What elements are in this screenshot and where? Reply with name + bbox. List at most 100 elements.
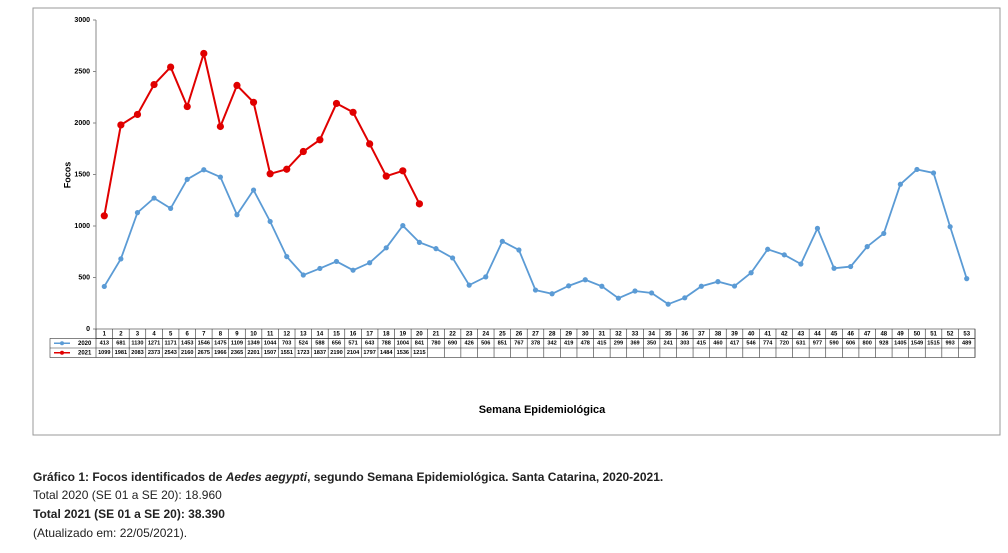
x-tick-label: 39 — [731, 331, 738, 337]
table-value: 774 — [763, 341, 773, 347]
table-value: 928 — [879, 341, 888, 347]
x-tick-label: 13 — [300, 331, 307, 337]
x-axis-label: Semana Epidemiológica — [479, 404, 606, 416]
x-tick-label: 22 — [449, 331, 456, 337]
table-value: 977 — [813, 341, 822, 347]
point — [151, 195, 157, 201]
point — [930, 170, 937, 176]
point — [183, 102, 191, 111]
legend-label: 2021 — [78, 350, 92, 356]
table-value: 1004 — [397, 341, 410, 347]
x-tick-label: 4 — [152, 331, 156, 337]
table-value: 506 — [481, 341, 490, 347]
table-value: 841 — [415, 341, 424, 347]
table-value: 571 — [348, 341, 357, 347]
point — [947, 224, 953, 230]
table-value: 2373 — [148, 350, 160, 356]
point — [217, 174, 223, 180]
point — [167, 63, 175, 71]
x-tick-label: 12 — [283, 331, 290, 337]
total-2021: Total 2021 (SE 01 a SE 20): 38.390 — [33, 507, 225, 521]
table-value: 2104 — [347, 350, 360, 356]
x-tick-label: 36 — [681, 331, 688, 337]
y-tick-label: 2500 — [74, 68, 90, 75]
x-tick-label: 28 — [549, 331, 556, 337]
x-tick-label: 51 — [930, 331, 937, 337]
table-value: 1551 — [280, 350, 292, 356]
point — [118, 256, 124, 262]
y-tick-label: 1000 — [74, 223, 90, 230]
x-tick-label: 42 — [781, 331, 788, 337]
caption-text: Gráfico 1: Focos identificados de — [33, 470, 226, 484]
point — [632, 288, 638, 294]
y-tick-label: 2000 — [74, 120, 90, 127]
series-line — [103, 49, 421, 216]
point — [881, 230, 887, 237]
table-value: 1171 — [165, 341, 177, 347]
table-value: 588 — [315, 341, 324, 347]
point — [233, 81, 241, 90]
caption-text: , segundo Semana Epidemiológica. Santa C… — [307, 470, 664, 484]
table-value: 419 — [564, 341, 573, 347]
table-value: 1546 — [198, 341, 210, 347]
x-tick-label: 32 — [615, 331, 622, 337]
y-tick-label: 1500 — [74, 171, 90, 178]
table-value: 1981 — [115, 350, 127, 356]
point — [566, 283, 572, 289]
x-tick-label: 43 — [798, 331, 805, 337]
point — [101, 283, 107, 290]
table-value: 851 — [498, 341, 507, 347]
point — [499, 238, 505, 244]
table-value: 415 — [597, 341, 606, 347]
table-value: 2201 — [247, 350, 259, 356]
point — [367, 260, 373, 266]
point — [831, 265, 837, 271]
point — [715, 279, 721, 285]
x-tick-label: 30 — [582, 331, 589, 337]
table-value: 378 — [531, 341, 540, 347]
table-value: 417 — [730, 341, 739, 347]
x-tick-label: 52 — [947, 331, 954, 337]
table-value: 1475 — [214, 341, 226, 347]
x-tick-label: 15 — [333, 331, 340, 337]
table-value: 800 — [863, 341, 872, 347]
chart: Focos Semana Epidemiológica 0 500 1000 1500… — [32, 7, 1001, 436]
point — [150, 80, 158, 89]
table-value: 350 — [647, 341, 656, 347]
table-value: 1271 — [148, 341, 160, 347]
x-tick-label: 50 — [914, 331, 921, 337]
legend-marker — [60, 341, 64, 346]
table-value: 1109 — [231, 341, 243, 347]
point — [864, 244, 870, 250]
table-value: 1536 — [397, 350, 409, 356]
x-tick-label: 47 — [864, 331, 871, 337]
x-tick-label: 6 — [186, 331, 190, 337]
point — [332, 99, 341, 108]
x-tick-label: 24 — [482, 331, 489, 337]
x-tick-label: 35 — [665, 331, 672, 337]
table-value: 1484 — [380, 350, 393, 356]
x-tick-label: 53 — [963, 331, 970, 337]
x-tick-label: 27 — [532, 331, 539, 337]
point — [100, 212, 108, 220]
x-tick-label: 31 — [598, 331, 605, 337]
y-axis-label: Focos — [62, 162, 72, 189]
table-value: 1130 — [131, 341, 143, 347]
table-value: 643 — [365, 341, 374, 347]
table-value: 478 — [581, 341, 590, 347]
table-value: 606 — [846, 341, 855, 347]
x-tick-label: 5 — [169, 331, 173, 337]
table-value: 1044 — [264, 341, 277, 347]
point — [266, 170, 274, 178]
x-tick-label: 45 — [831, 331, 838, 337]
point — [316, 136, 324, 144]
point — [201, 167, 207, 173]
table-value: 546 — [746, 341, 755, 347]
chart-frame — [32, 7, 1001, 436]
point — [433, 246, 439, 252]
table-value: 656 — [332, 341, 341, 347]
table-value: 1549 — [911, 341, 923, 347]
table-value: 1837 — [314, 350, 326, 356]
point — [532, 287, 539, 293]
